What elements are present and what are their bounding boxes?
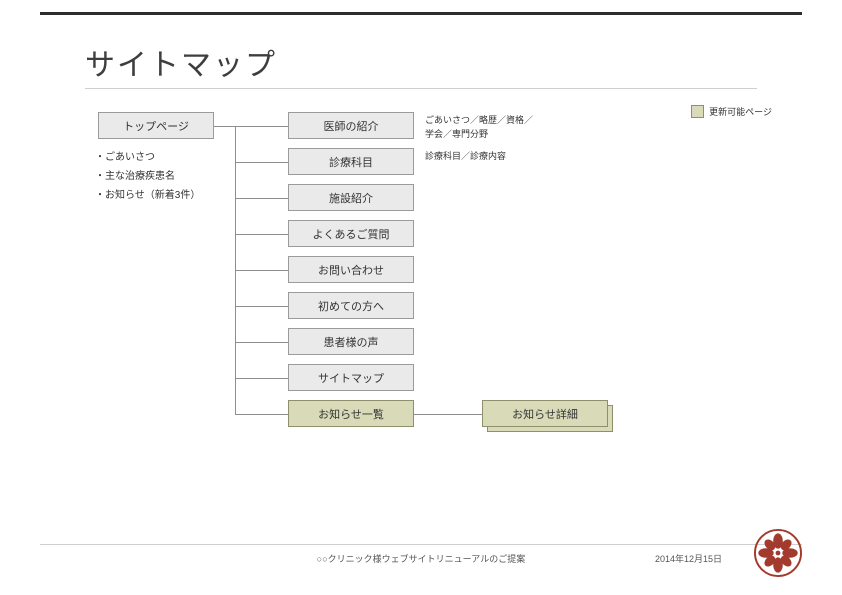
connector-line (235, 378, 288, 379)
connector-line (214, 126, 235, 127)
connector-line (235, 342, 288, 343)
footer-date: 2014年12月15日 (655, 552, 722, 565)
legend-label: 更新可能ページ (709, 105, 772, 118)
node-sub-page: お知らせ一覧 (288, 400, 414, 427)
node-top-page: トップページ (98, 112, 214, 139)
bullet-item: ・お知らせ（新着3件） (95, 186, 200, 205)
node-description: 診療科目／診療内容 (425, 150, 506, 164)
node-sub-page: 患者様の声 (288, 328, 414, 355)
legend-swatch-icon (691, 105, 704, 118)
node-description: ごあいさつ／略歴／資格／ 学会／専門分野 (425, 114, 533, 141)
bullet-item: ・ごあいさつ (95, 148, 200, 167)
node-detail-page: お知らせ詳細 (482, 400, 608, 427)
connector-line (235, 270, 288, 271)
connector-line (235, 126, 288, 127)
connector-line (235, 198, 288, 199)
connector-line (235, 414, 288, 415)
connector-line (414, 414, 482, 415)
node-sub-page: 診療科目 (288, 148, 414, 175)
node-sub-page: 初めての方へ (288, 292, 414, 319)
logo-icon (754, 529, 802, 577)
top-rule (40, 12, 802, 15)
connector-line (235, 234, 288, 235)
top-page-bullets: ・ごあいさつ・主な治療疾患名・お知らせ（新着3件） (95, 148, 200, 205)
footer-divider (40, 544, 802, 545)
page-title: サイトマップ (85, 40, 277, 84)
connector-line (235, 306, 288, 307)
node-sub-page: サイトマップ (288, 364, 414, 391)
bullet-item: ・主な治療疾患名 (95, 167, 200, 186)
connector-line (235, 162, 288, 163)
node-sub-page: よくあるご質問 (288, 220, 414, 247)
title-divider (85, 88, 757, 89)
node-sub-page: お問い合わせ (288, 256, 414, 283)
legend: 更新可能ページ (691, 105, 772, 118)
node-sub-page: 施設紹介 (288, 184, 414, 211)
node-sub-page: 医師の紹介 (288, 112, 414, 139)
